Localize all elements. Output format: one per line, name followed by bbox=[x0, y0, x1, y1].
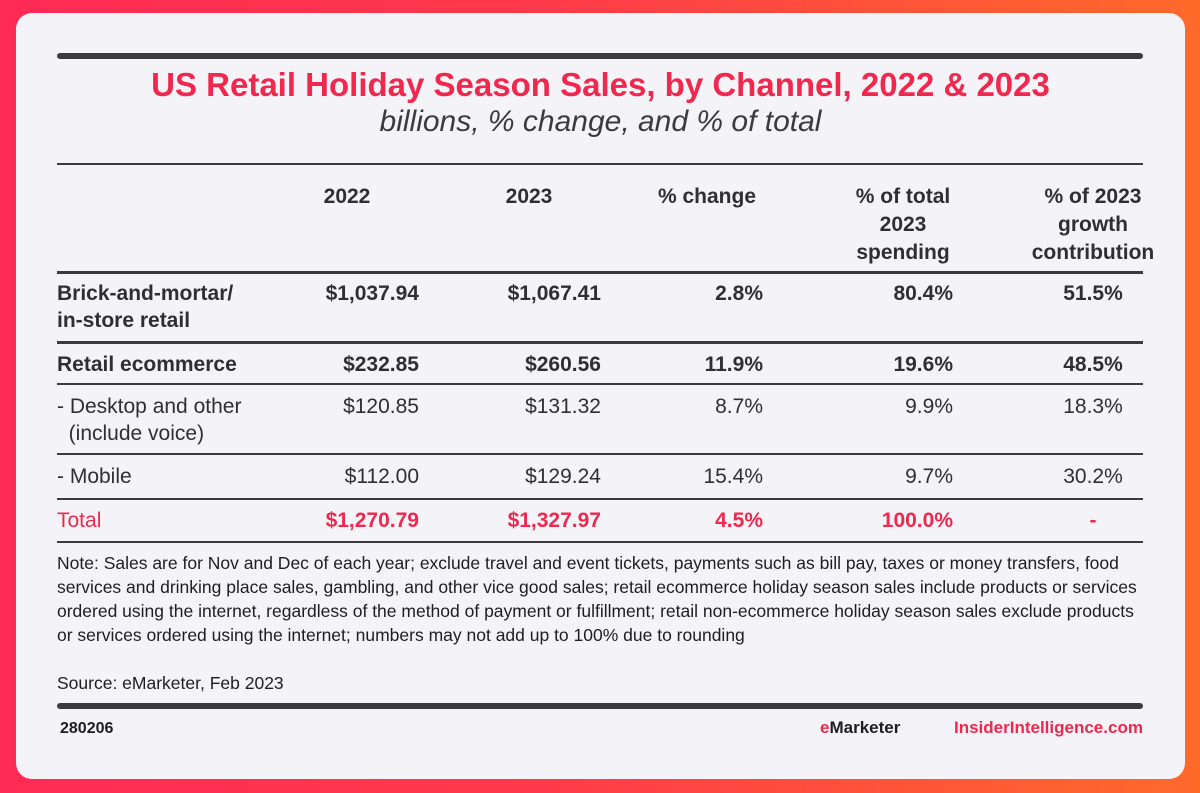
row-label: Total bbox=[57, 507, 297, 534]
table-cell: $120.85 bbox=[343, 395, 419, 418]
column-header: 2023 bbox=[444, 183, 614, 211]
table-rule-1 bbox=[57, 271, 1143, 274]
column-header-line: growth bbox=[1058, 213, 1128, 236]
table-cell: 80.4% bbox=[893, 282, 953, 305]
table-cell: $232.85 bbox=[343, 353, 419, 376]
table-cell: $1,270.79 bbox=[325, 509, 419, 532]
table-rule-3 bbox=[57, 383, 1143, 385]
row-label: - Mobile bbox=[57, 463, 297, 490]
chart-id: 280206 bbox=[60, 720, 114, 737]
row-label: - Desktop and other (include voice) bbox=[57, 393, 297, 447]
logo-e: e bbox=[820, 718, 830, 737]
footnote: Note: Sales are for Nov and Dec of each … bbox=[57, 553, 1137, 645]
logo-text: Marketer bbox=[829, 718, 901, 737]
table-cell: $1,327.97 bbox=[507, 509, 601, 532]
table-cell: 18.3% bbox=[1063, 395, 1123, 418]
table-cell: $131.32 bbox=[525, 395, 601, 418]
column-header-line: spending bbox=[856, 241, 950, 264]
table-cell: $112.00 bbox=[344, 465, 419, 488]
column-header: % of 2023 growth contribution bbox=[1008, 183, 1178, 267]
row-label-line: Total bbox=[57, 509, 102, 532]
table-cell: 30.2% bbox=[1063, 465, 1123, 488]
table-cell: 51.5% bbox=[1063, 282, 1123, 305]
chart-subtitle: billions, % change, and % of total bbox=[379, 105, 822, 138]
row-label-line: - Mobile bbox=[57, 465, 132, 488]
source-line: Source: eMarketer, Feb 2023 bbox=[57, 673, 284, 693]
top-rule bbox=[57, 53, 1143, 59]
column-header-line: % of total bbox=[855, 185, 951, 208]
chart-title: US Retail Holiday Season Sales, by Chann… bbox=[151, 66, 1050, 103]
table-rule-4 bbox=[57, 453, 1143, 455]
table-rule-2 bbox=[57, 341, 1143, 344]
column-header: % of total 2023 spending bbox=[818, 183, 988, 267]
table-cell: 9.9% bbox=[905, 395, 953, 418]
table-cell: 15.4% bbox=[703, 465, 763, 488]
column-header-line: contribution bbox=[1031, 241, 1155, 264]
row-label-line: Brick-and-mortar/ bbox=[57, 282, 234, 305]
table-cell: $260.56 bbox=[525, 353, 601, 376]
column-header-line: 2023 bbox=[879, 213, 927, 236]
column-header-line: % change bbox=[657, 185, 757, 208]
column-header-line: % of 2023 bbox=[1044, 185, 1142, 208]
table-cell: $1,067.41 bbox=[507, 282, 601, 305]
row-label-line: - Desktop and other bbox=[57, 395, 242, 418]
column-header-line: 2023 bbox=[505, 185, 553, 208]
chart-card: US Retail Holiday Season Sales, by Chann… bbox=[16, 13, 1185, 779]
table-rule-5 bbox=[57, 498, 1143, 500]
table-cell: 8.7% bbox=[715, 395, 763, 418]
table-cell: 11.9% bbox=[704, 353, 763, 376]
row-label: Brick-and-mortar/in-store retail bbox=[57, 280, 297, 334]
table-rule-6 bbox=[57, 541, 1143, 543]
row-label-line: Retail ecommerce bbox=[57, 353, 237, 376]
row-label-line: in-store retail bbox=[57, 309, 191, 332]
table-cell: 2.8% bbox=[715, 282, 763, 305]
row-label: Retail ecommerce bbox=[57, 351, 297, 378]
table-cell: 9.7% bbox=[905, 465, 953, 488]
table-cell: 19.6% bbox=[893, 353, 953, 376]
table-cell: $129.24 bbox=[525, 465, 601, 488]
site-link[interactable]: InsiderIntelligence.com bbox=[954, 718, 1143, 737]
table-cell: - bbox=[1089, 509, 1097, 532]
column-header-line: 2022 bbox=[323, 185, 371, 208]
bottom-rule bbox=[57, 703, 1143, 709]
table-cell: 48.5% bbox=[1063, 353, 1123, 376]
emarketer-logo: eMarketer bbox=[820, 718, 900, 738]
table-cell: $1,037.94 bbox=[325, 282, 419, 305]
row-label-line: (include voice) bbox=[57, 422, 205, 445]
table-cell: 4.5% bbox=[715, 509, 763, 532]
column-header: 2022 bbox=[262, 183, 432, 211]
column-header: % change bbox=[622, 183, 792, 211]
table-cell: 100.0% bbox=[881, 509, 953, 532]
table-rule-0 bbox=[57, 163, 1143, 165]
